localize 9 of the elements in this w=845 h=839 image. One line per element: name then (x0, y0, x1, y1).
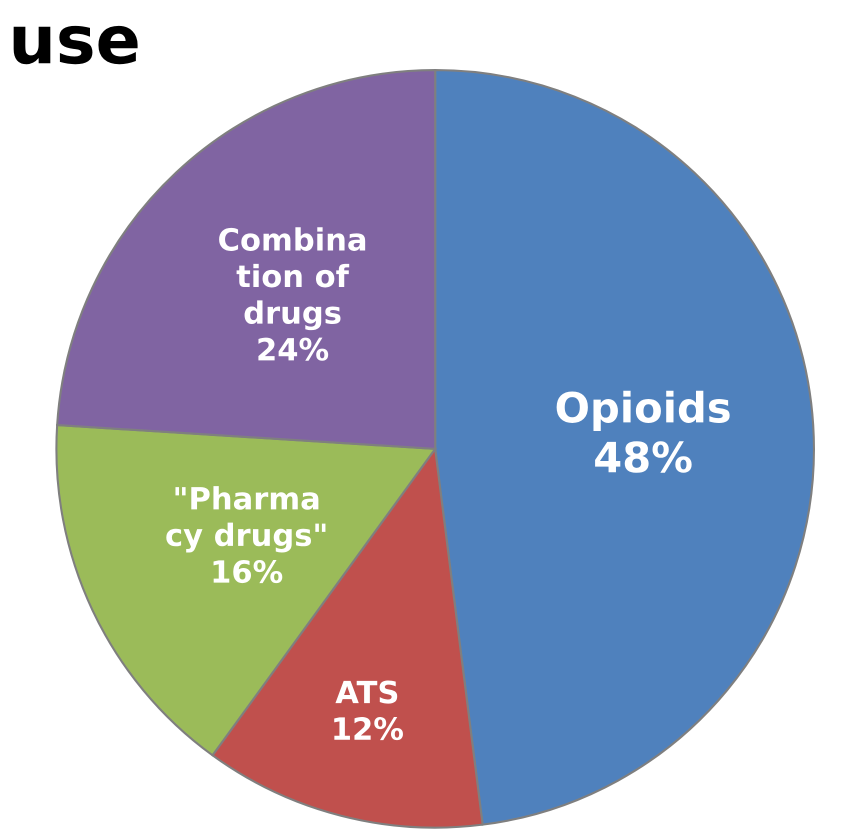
chart-title: use (14, 26, 138, 64)
slice-label: ATS (335, 680, 398, 704)
data-label: 16% (214, 560, 282, 584)
slice-label: Opioids (556, 390, 730, 432)
data-label: 24% (258, 338, 328, 361)
slice-label: "Pharma cy drugs" (166, 486, 326, 552)
data-label: 12% (334, 717, 403, 740)
slice-label: Combina tion of drugs (219, 227, 366, 330)
data-label: 48% (595, 441, 692, 473)
